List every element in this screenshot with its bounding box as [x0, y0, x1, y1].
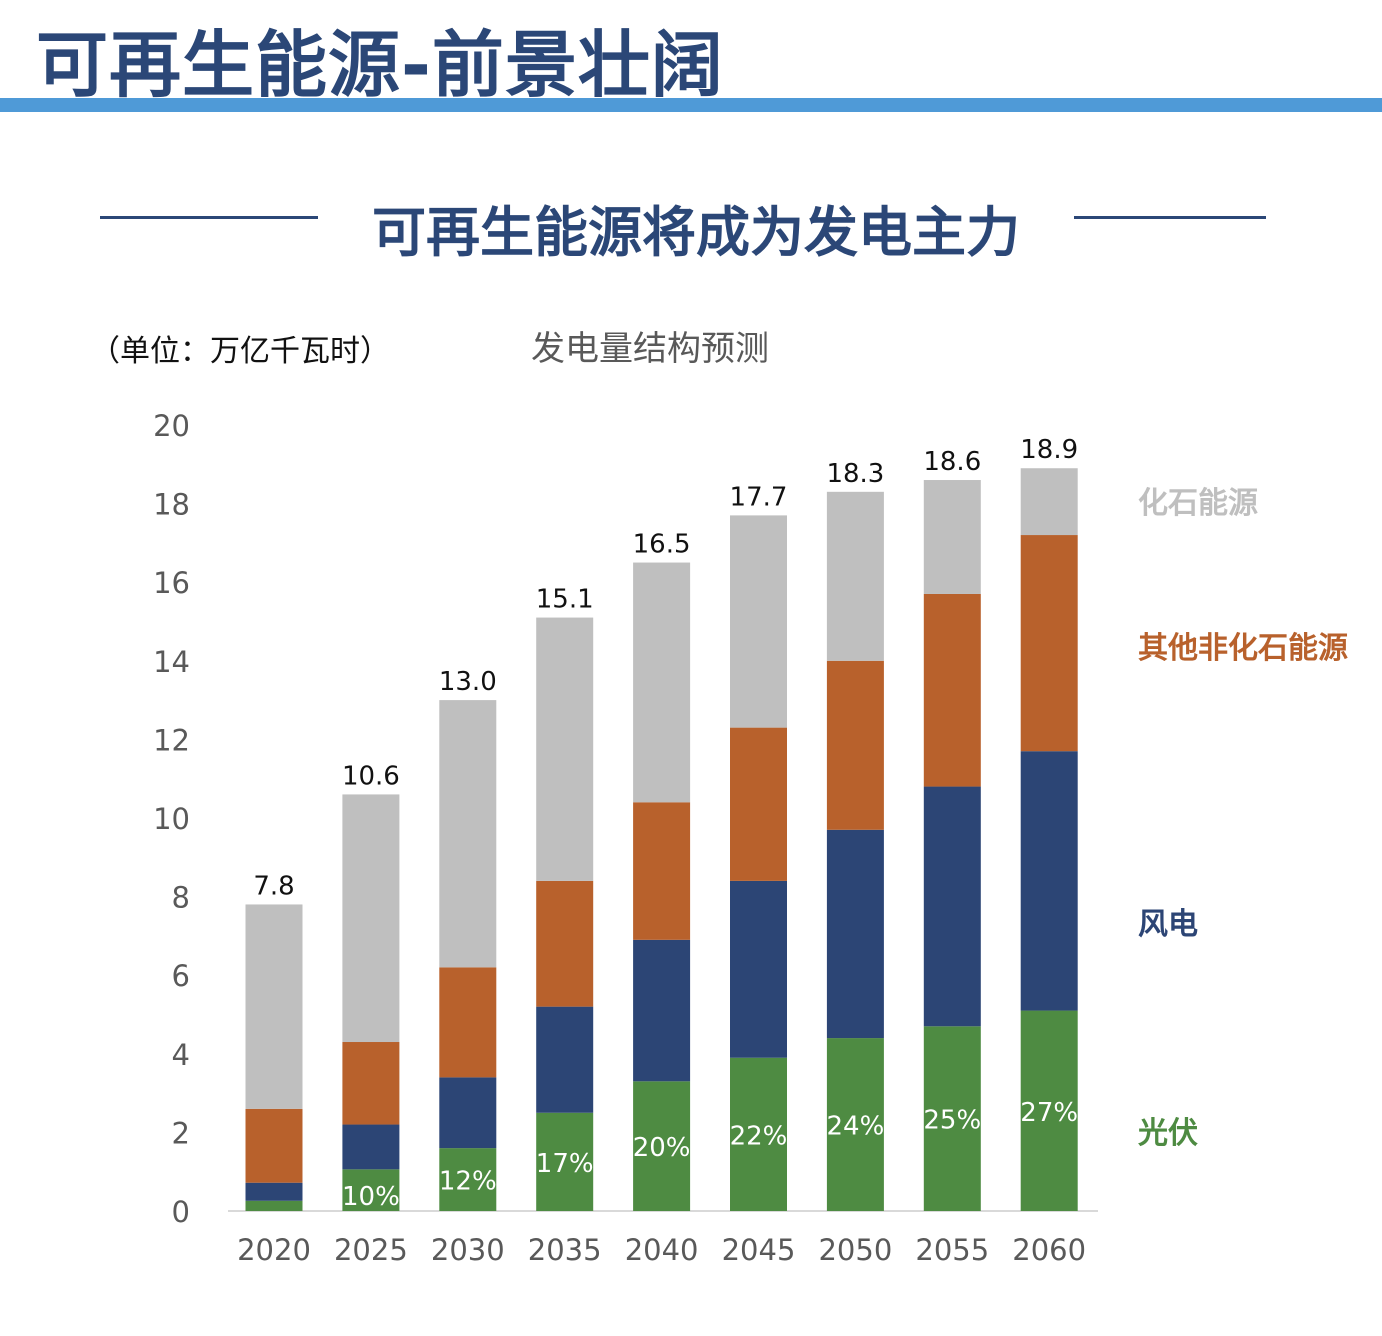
bar-segment: [923, 593, 981, 787]
x-tick-label: 2045: [722, 1233, 796, 1267]
section-divider-right: [1074, 216, 1266, 219]
unit-label: （单位：万亿千瓦时）: [90, 334, 390, 369]
bar-segment: [536, 880, 594, 1007]
solar-share-label: 27%: [1020, 1098, 1078, 1128]
bar-segment: [826, 660, 884, 830]
x-axis-labels: 2020 2025 2030 2035 2040 2045 2050 2055 2060: [237, 1233, 1086, 1267]
bar-segment: [245, 1108, 303, 1183]
x-tick-label: 2050: [818, 1233, 892, 1267]
solar-share-label: 20%: [633, 1133, 691, 1163]
total-data-label: 10.6: [342, 761, 400, 791]
bar-segment: [439, 967, 497, 1078]
bar-segment: [1020, 751, 1078, 1011]
solar-share-label: 17%: [536, 1149, 594, 1179]
bar-segment: [923, 480, 981, 594]
legend-item: 光伏: [1138, 1116, 1198, 1151]
section-divider-left: [100, 216, 318, 219]
total-data-label: 16.5: [633, 530, 691, 560]
bar-segment: [536, 1006, 594, 1113]
y-tick-label: 12: [153, 723, 190, 757]
section-title: 可再生能源将成为发电主力: [372, 201, 1020, 264]
bar-segment: [633, 1081, 691, 1211]
bar-segment: [245, 904, 303, 1109]
x-tick-label: 2025: [334, 1233, 408, 1267]
bar-segment: [923, 786, 981, 1027]
solar-share-label: 22%: [730, 1121, 788, 1151]
bar-segment: [633, 802, 691, 940]
total-data-label: 13.0: [439, 667, 497, 697]
bar-segment: [730, 727, 787, 881]
legend-item: 其他非化石能源: [1138, 631, 1348, 666]
total-data-label: 18.9: [1020, 435, 1078, 465]
title-accent-bar: [0, 98, 1382, 112]
bar-segment: [730, 880, 787, 1058]
bar-segment: [342, 1169, 400, 1211]
bar-segment: [439, 1148, 497, 1211]
y-tick-label: 2: [172, 1116, 190, 1150]
bar-segment: [342, 1124, 400, 1170]
bar-segment: [1020, 535, 1078, 752]
bar-segment: [923, 1026, 981, 1211]
legend-item: 化石能源: [1138, 486, 1258, 521]
bar-segment: [536, 1112, 594, 1211]
bar-segment: [1020, 1010, 1078, 1211]
y-tick-label: 16: [153, 566, 190, 600]
y-tick-label: 4: [172, 1038, 190, 1072]
bar-segment: [826, 491, 884, 661]
total-data-label: 17.7: [730, 482, 788, 512]
bar-segment: [826, 1038, 884, 1211]
y-axis: 0 2 4 6 8 10 12 14 16 18 20: [153, 409, 190, 1229]
bar-segment: [245, 1200, 303, 1211]
bar-segment: [536, 617, 594, 881]
bar-segment: [439, 1077, 497, 1149]
bar-segment: [342, 1042, 400, 1125]
solar-share-label: 12%: [439, 1167, 497, 1197]
y-tick-label: 18: [153, 488, 190, 522]
total-data-label: 15.1: [536, 585, 594, 615]
y-tick-label: 8: [172, 881, 190, 915]
y-tick-label: 20: [153, 409, 190, 443]
bar-segment: [439, 700, 497, 968]
y-tick-label: 0: [172, 1195, 190, 1229]
total-data-label: 18.3: [826, 459, 884, 489]
x-tick-label: 2020: [237, 1233, 311, 1267]
solar-share-label: 25%: [923, 1106, 981, 1136]
bars-group: [245, 468, 1078, 1211]
solar-share-labels: 10% 12% 17% 20% 22% 24% 25% 27%: [342, 1098, 1078, 1212]
y-tick-label: 10: [153, 802, 190, 836]
bar-segment: [826, 829, 884, 1039]
bar-segment: [342, 794, 400, 1043]
bar-segment: [633, 939, 691, 1082]
legend-item: 风电: [1138, 907, 1198, 942]
solar-share-label: 10%: [342, 1182, 400, 1212]
total-data-label: 7.8: [253, 871, 294, 901]
x-tick-label: 2040: [625, 1233, 699, 1267]
bar-segment: [1020, 468, 1078, 536]
y-tick-label: 14: [153, 645, 190, 679]
chart-title: 发电量结构预测: [531, 329, 769, 369]
bar-segment: [245, 1182, 303, 1201]
x-tick-label: 2035: [528, 1233, 602, 1267]
total-labels: 7.8 10.6 13.0 15.1 16.5 17.7 18.3 18.6 18.9: [253, 435, 1078, 901]
bar-segment: [730, 1057, 787, 1211]
x-tick-label: 2055: [915, 1233, 989, 1267]
bar-segment: [730, 515, 787, 728]
x-tick-label: 2060: [1012, 1233, 1086, 1267]
slide-title: 可再生能源-前景壮阔: [36, 23, 724, 107]
y-tick-label: 6: [172, 959, 190, 993]
x-tick-label: 2030: [431, 1233, 505, 1267]
bar-segment: [633, 562, 691, 803]
solar-share-label: 24%: [827, 1112, 885, 1142]
total-data-label: 18.6: [923, 447, 981, 477]
